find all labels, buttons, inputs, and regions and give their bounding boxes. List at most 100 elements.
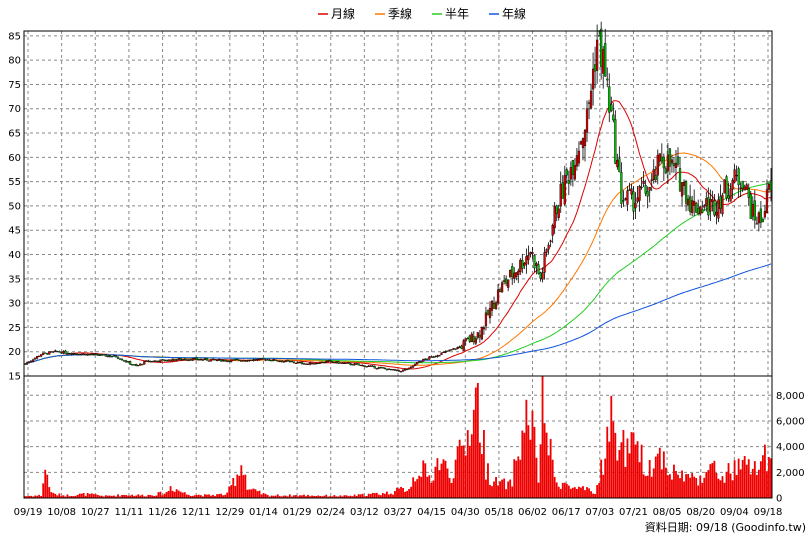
volume-bar bbox=[741, 459, 744, 498]
date-tick-label: 11/26 bbox=[148, 507, 177, 518]
volume-bar bbox=[434, 466, 437, 498]
candle-body bbox=[620, 171, 623, 204]
volume-bar bbox=[535, 457, 538, 498]
candle-body bbox=[440, 352, 443, 355]
volume-bar bbox=[64, 496, 67, 498]
volume-bar bbox=[70, 495, 73, 498]
volume-bar bbox=[307, 494, 309, 498]
volume-bar bbox=[319, 495, 322, 498]
date-tick-label: 12/29 bbox=[215, 507, 244, 518]
volume-bar bbox=[679, 478, 681, 498]
candle-body bbox=[749, 194, 752, 219]
candle-body bbox=[58, 351, 61, 353]
candle-body bbox=[232, 359, 235, 361]
volume-bar bbox=[470, 434, 473, 498]
volume-bar bbox=[111, 495, 113, 498]
candle-body bbox=[468, 335, 471, 342]
volume-bar bbox=[183, 492, 186, 498]
volume-bar bbox=[106, 495, 109, 498]
volume-bar bbox=[177, 490, 180, 498]
volume-bar bbox=[242, 475, 245, 498]
volume-bar bbox=[396, 487, 398, 498]
price-tick-label: 55 bbox=[8, 177, 21, 188]
volume-bar bbox=[82, 492, 85, 498]
volume-bar bbox=[691, 473, 694, 498]
volume-bar bbox=[351, 496, 354, 498]
candle-body bbox=[292, 361, 295, 363]
volume-bar bbox=[480, 454, 483, 498]
volume-bar bbox=[286, 496, 289, 498]
price-tick-label: 25 bbox=[8, 323, 21, 334]
candle-body bbox=[513, 272, 516, 279]
volume-bar bbox=[371, 492, 374, 498]
candle-body bbox=[193, 358, 196, 360]
volume-bar bbox=[404, 491, 406, 498]
candle-body bbox=[94, 353, 97, 355]
volume-bar bbox=[331, 496, 334, 498]
candle-body bbox=[359, 364, 362, 366]
date-tick-label: 11/11 bbox=[114, 507, 143, 518]
candle-body bbox=[432, 356, 435, 358]
volume-bar bbox=[743, 456, 746, 498]
candle-body bbox=[747, 188, 750, 198]
candle-body bbox=[337, 361, 340, 364]
volume-bar bbox=[499, 481, 502, 498]
candle-body bbox=[490, 301, 494, 311]
candle-body bbox=[222, 359, 225, 362]
candle-body bbox=[636, 197, 639, 202]
volume-bar bbox=[262, 493, 265, 498]
volume-bar bbox=[149, 494, 152, 498]
volume-bar bbox=[563, 482, 566, 498]
candle-body bbox=[171, 358, 174, 362]
candle-body bbox=[270, 360, 273, 362]
candle-body bbox=[387, 368, 391, 370]
candle-body bbox=[317, 362, 320, 365]
candle-body bbox=[228, 360, 231, 362]
candle-body bbox=[680, 182, 684, 197]
date-tick-label: 01/14 bbox=[249, 507, 278, 518]
candle-body bbox=[385, 368, 388, 371]
volume-bar bbox=[654, 456, 657, 498]
candle-body bbox=[602, 49, 605, 74]
candle-body bbox=[757, 212, 760, 224]
candle-body bbox=[286, 360, 289, 362]
candle-body bbox=[205, 358, 209, 361]
volume-bar bbox=[749, 474, 752, 498]
candle-body bbox=[183, 358, 186, 361]
candle-body bbox=[349, 363, 352, 365]
volume-bar bbox=[179, 491, 182, 498]
volume-bar bbox=[699, 475, 702, 498]
volume-bar bbox=[549, 438, 552, 498]
candle-body bbox=[660, 156, 663, 162]
volume-bars bbox=[24, 376, 772, 498]
date-tick-label: 02/24 bbox=[316, 507, 345, 518]
date-tick-label: 01/29 bbox=[283, 507, 312, 518]
volume-bar bbox=[735, 475, 738, 498]
volume-bar bbox=[264, 493, 267, 498]
candle-body bbox=[591, 68, 595, 90]
candle-body bbox=[86, 353, 89, 356]
volume-bar bbox=[121, 494, 123, 498]
candle-body bbox=[371, 365, 374, 367]
candle-body bbox=[630, 188, 633, 195]
candle-body bbox=[670, 159, 674, 164]
candle-body bbox=[741, 180, 744, 189]
candle-body bbox=[46, 353, 49, 355]
volume-bar bbox=[292, 495, 295, 498]
volume-bar bbox=[315, 496, 318, 498]
volume-bar bbox=[468, 445, 471, 498]
volume-bar bbox=[133, 496, 136, 498]
price-tick-label: 40 bbox=[8, 250, 21, 261]
volume-bar bbox=[442, 459, 445, 498]
volume-bar bbox=[321, 496, 324, 498]
candle-body bbox=[104, 354, 107, 357]
volume-bar bbox=[42, 483, 45, 498]
candle-body bbox=[288, 361, 291, 363]
volume-bar bbox=[418, 475, 421, 498]
volume-bar bbox=[662, 451, 665, 498]
volume-bar bbox=[135, 495, 138, 498]
volume-bar bbox=[507, 481, 510, 498]
volume-bar bbox=[191, 495, 194, 498]
volume-bar bbox=[361, 493, 364, 498]
volume-bar bbox=[171, 490, 174, 498]
